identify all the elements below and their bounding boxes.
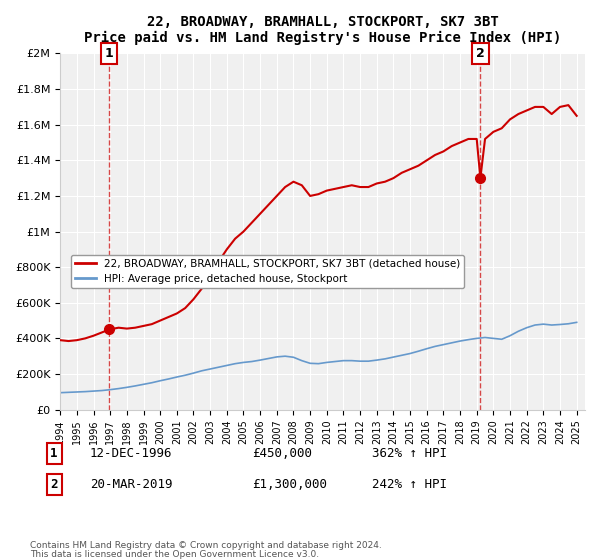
Text: 242% ↑ HPI: 242% ↑ HPI (372, 478, 447, 491)
Text: 1: 1 (50, 447, 58, 460)
Text: 12-DEC-1996: 12-DEC-1996 (90, 447, 173, 460)
Text: 362% ↑ HPI: 362% ↑ HPI (372, 447, 447, 460)
Text: £1,300,000: £1,300,000 (252, 478, 327, 491)
Text: 2: 2 (476, 47, 485, 60)
Title: 22, BROADWAY, BRAMHALL, STOCKPORT, SK7 3BT
Price paid vs. HM Land Registry's Hou: 22, BROADWAY, BRAMHALL, STOCKPORT, SK7 3… (84, 15, 561, 45)
Text: £450,000: £450,000 (252, 447, 312, 460)
Text: Contains HM Land Registry data © Crown copyright and database right 2024.: Contains HM Land Registry data © Crown c… (30, 542, 382, 550)
Text: 1: 1 (105, 47, 114, 60)
Text: 20-MAR-2019: 20-MAR-2019 (90, 478, 173, 491)
Text: This data is licensed under the Open Government Licence v3.0.: This data is licensed under the Open Gov… (30, 550, 319, 559)
Legend: 22, BROADWAY, BRAMHALL, STOCKPORT, SK7 3BT (detached house), HPI: Average price,: 22, BROADWAY, BRAMHALL, STOCKPORT, SK7 3… (71, 255, 464, 288)
Text: 2: 2 (50, 478, 58, 491)
